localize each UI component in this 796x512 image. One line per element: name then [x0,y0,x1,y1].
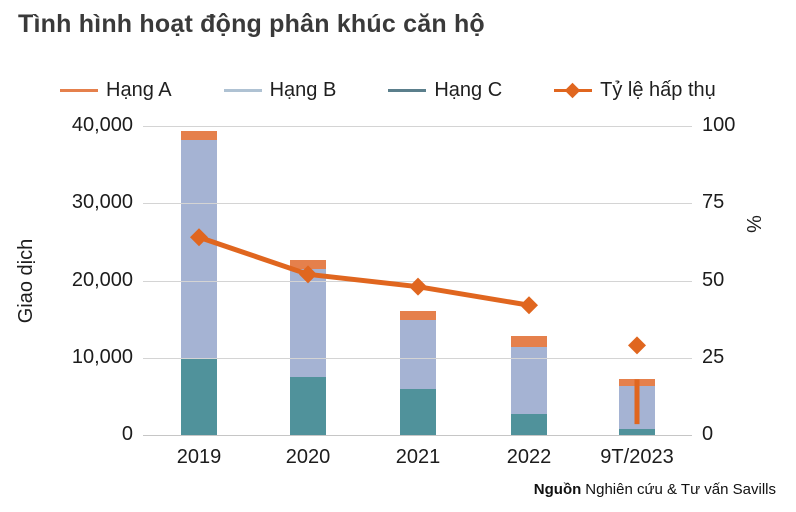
x-axis-label: 2019 [176,446,222,468]
left-axis-tick: 40,000 [71,114,133,136]
left-axis-tick: 20,000 [71,268,133,291]
legend-label: Tỷ lệ hấp thụ [600,78,716,101]
bar-segment-hạng-c [619,428,655,435]
legend-item-2: Hạng B [223,78,337,102]
bar-segment-hạng-a [290,260,326,269]
diamond-marker-icon [628,336,646,355]
diamond-marker-icon [299,265,317,284]
left-axis-tick: 10,000 [71,345,133,368]
gridline [143,203,692,205]
source-note: Nguồn Nghiên cứu & Tư vấn Savills [534,481,776,498]
legend-item-1: Hạng A [60,79,172,102]
bar-segment-hạng-c [290,377,326,435]
diamond-marker-icon [520,296,538,315]
line-swatch-icon [388,88,427,92]
absorption-line [196,234,532,308]
source-prefix: Nguồn [533,481,582,498]
right-axis-tick: 75 [702,191,725,214]
x-axis-label: 2022 [506,446,552,468]
gridline [143,357,692,359]
diamond-marker-icon [409,277,427,296]
right-axis-tick: 50 [702,268,725,291]
bar-segment-hạng-b [181,139,217,360]
x-axis-label: 2021 [395,446,441,468]
gridline [143,435,692,436]
x-axis-label: 9T/2023 [600,446,674,468]
line-swatch-icon [60,88,98,92]
right-axis-tick: 100 [702,114,736,136]
bar-segment-hạng-c [181,359,217,435]
diamond-marker-icon [190,228,208,247]
legend-item-3: Hạng C [388,79,502,102]
right-axis-tick: 25 [702,345,725,368]
legend-label: Hạng A [106,78,172,101]
left-axis-tick: 0 [121,423,133,445]
legend-item-4: Tỷ lệ hấp thụ [554,79,716,102]
bar-segment-hạng-a [181,131,217,140]
line-diamond-swatch-icon [554,82,593,98]
bar-segment-hạng-c [400,388,436,435]
legend-label: Hạng C [434,78,503,101]
gridline [143,126,692,127]
line-swatch-icon [223,88,262,92]
right-axis-tick: 0 [702,423,714,445]
legend: Hạng A Hạng B Hạng C Tỷ lệ hấp thụ [60,76,716,104]
bar-segment-hạng-b [400,319,436,389]
left-axis-tick: 30,000 [71,191,133,214]
bar-segment-hạng-a [511,336,547,347]
bar-segment-hạng-c [511,414,547,435]
x-axis-label: 2020 [285,446,331,468]
legend-label: Hạng B [269,78,337,101]
source-text: Nghiên cứu & Tư vấn Savills [585,481,776,498]
bar-segment-hạng-b [290,268,326,378]
bar-segment-hạng-a [400,310,436,320]
chart-title: Tình hình hoạt động phân khúc căn hộ [18,10,485,38]
